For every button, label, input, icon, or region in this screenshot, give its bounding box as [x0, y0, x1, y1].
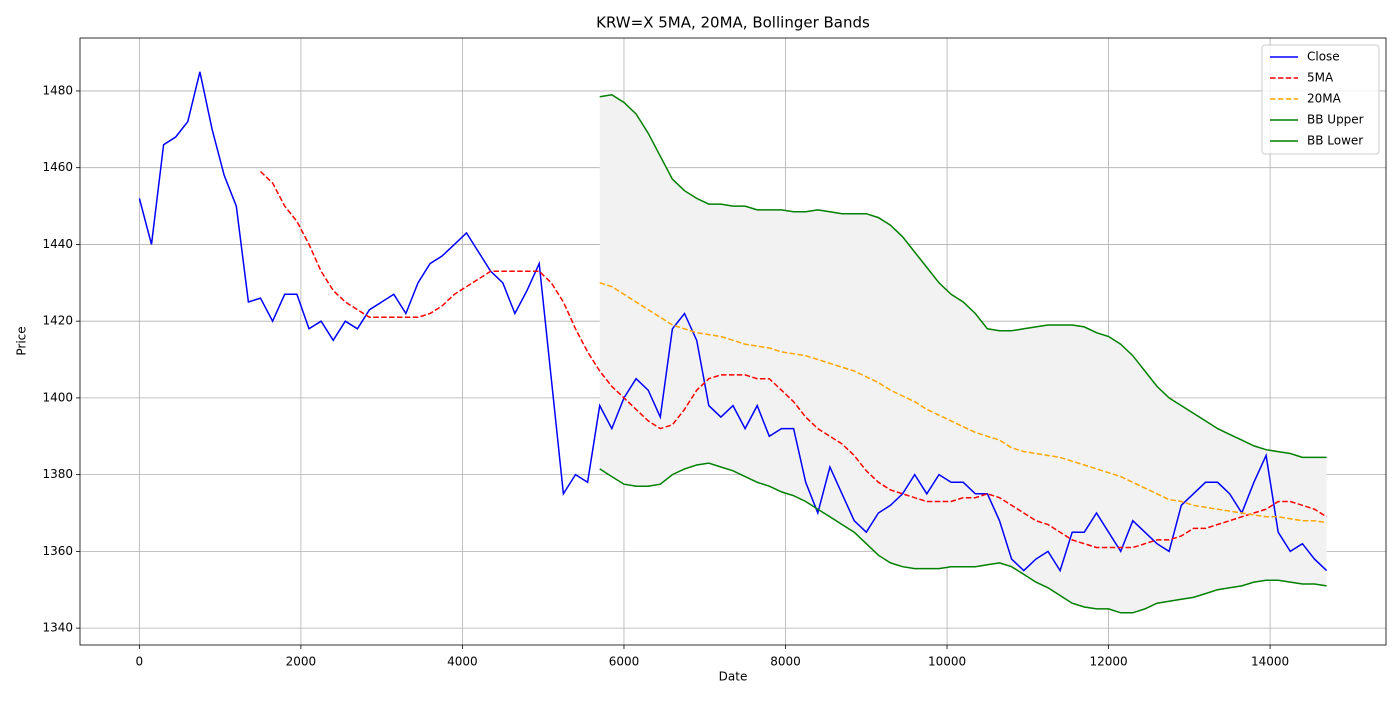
x-tick-label: 2000 [286, 655, 317, 669]
chart-title: KRW=X 5MA, 20MA, Bollinger Bands [596, 14, 870, 32]
y-tick-label: 1480 [42, 83, 73, 97]
series-line [599, 94, 1327, 459]
y-axis-label: Price [15, 326, 29, 355]
y-tick-label: 1400 [42, 390, 73, 404]
y-tick-label: 1360 [42, 544, 73, 558]
x-tick-label: 6000 [609, 655, 640, 669]
plot-frame [79, 37, 1387, 646]
x-tick-label: 0 [136, 655, 144, 669]
band-fill [599, 94, 1327, 613]
x-tick-label: 4000 [447, 655, 478, 669]
x-tick-label: 12000 [1089, 655, 1127, 669]
series-line [599, 282, 1327, 524]
x-axis-label: Date [719, 670, 748, 684]
legend-box [1261, 44, 1380, 155]
legend-label: 20MA [1307, 92, 1342, 106]
legend-label: Close [1307, 50, 1340, 64]
series-line [599, 462, 1327, 614]
y-tick-label: 1420 [42, 314, 73, 328]
x-tick-label: 8000 [770, 655, 801, 669]
y-tick-label: 1380 [42, 467, 73, 481]
series-line [259, 170, 1327, 549]
y-tick-label: 1440 [42, 237, 73, 251]
series-line [138, 71, 1328, 573]
x-tick-label: 10000 [928, 655, 966, 669]
x-tick-label: 14000 [1251, 655, 1289, 669]
legend-label: 5MA [1307, 71, 1334, 85]
legend-label: BB Upper [1307, 113, 1364, 127]
y-tick-label: 1340 [42, 621, 73, 635]
y-tick-label: 1460 [42, 160, 73, 174]
legend-label: BB Lower [1307, 134, 1363, 148]
